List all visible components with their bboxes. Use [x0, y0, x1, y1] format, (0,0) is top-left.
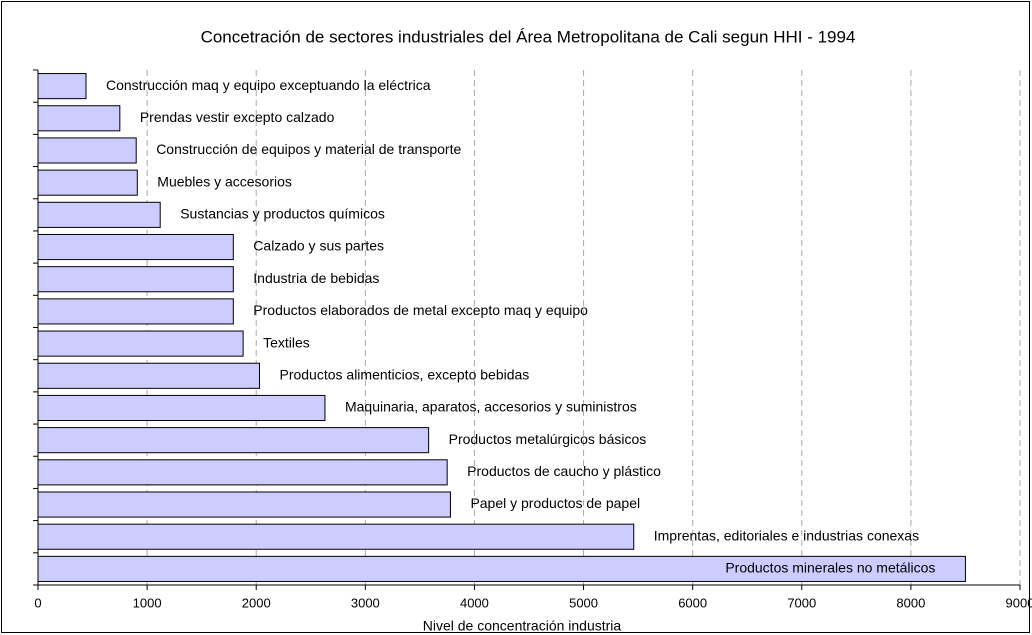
bar-label: Calzado y sus partes [253, 238, 384, 254]
bar [37, 201, 161, 228]
bar [37, 73, 87, 100]
bar [37, 523, 635, 550]
bar-label: Textiles [263, 334, 310, 350]
x-tick-label: 1000 [133, 595, 162, 610]
bar [37, 105, 121, 132]
bar-label: Imprentas, editoriales e industrias cone… [654, 527, 919, 543]
x-tick-label: 6000 [678, 595, 707, 610]
bar-label: Productos elaborados de metal excepto ma… [253, 302, 588, 318]
chart-title: Concetración de sectores industriales de… [201, 27, 856, 46]
bar [37, 233, 234, 261]
bar [37, 491, 451, 518]
bar [37, 362, 260, 389]
bar-label: Muebles y accesorios [157, 173, 292, 189]
x-tick-label: 4000 [460, 595, 489, 610]
bar [37, 137, 137, 164]
bar-label: Sustancias y productos químicos [180, 206, 385, 222]
x-tick-label: 0 [34, 595, 41, 610]
bar-label: Construcción maq y equipo exceptuando la… [106, 77, 431, 93]
bar-label: Prendas vestir excepto calzado [140, 109, 335, 125]
bar [37, 266, 234, 293]
bar [37, 555, 966, 582]
x-tick-label: 8000 [896, 595, 925, 610]
bar-label: Productos metalúrgicos básicos [449, 431, 647, 447]
bar [37, 459, 448, 486]
bar-label: Productos minerales no metálicos [725, 560, 935, 576]
bar [37, 394, 326, 422]
x-tick-label: 2000 [242, 595, 271, 610]
bar-label: Industria de bebidas [253, 270, 379, 286]
bar-label: Productos alimenticios, excepto bebidas [279, 366, 529, 382]
bar-label: Maquinaria, aparatos, accesorios y sumin… [345, 399, 637, 415]
bar-label: Productos de caucho y plástico [467, 463, 661, 479]
bar-label: Papel y productos de papel [470, 495, 640, 511]
x-tick-label: 5000 [569, 595, 598, 610]
x-axis-label: Nivel de concentración industria [423, 618, 622, 634]
bar [37, 330, 244, 357]
bar [37, 169, 138, 196]
bar [37, 427, 430, 454]
x-tick-label: 3000 [351, 595, 380, 610]
x-tick-label: 9000 [1006, 595, 1032, 610]
x-tick-label: 7000 [787, 595, 816, 610]
bar [37, 298, 234, 325]
bar-label: Construcción de equipos y material de tr… [156, 141, 461, 157]
